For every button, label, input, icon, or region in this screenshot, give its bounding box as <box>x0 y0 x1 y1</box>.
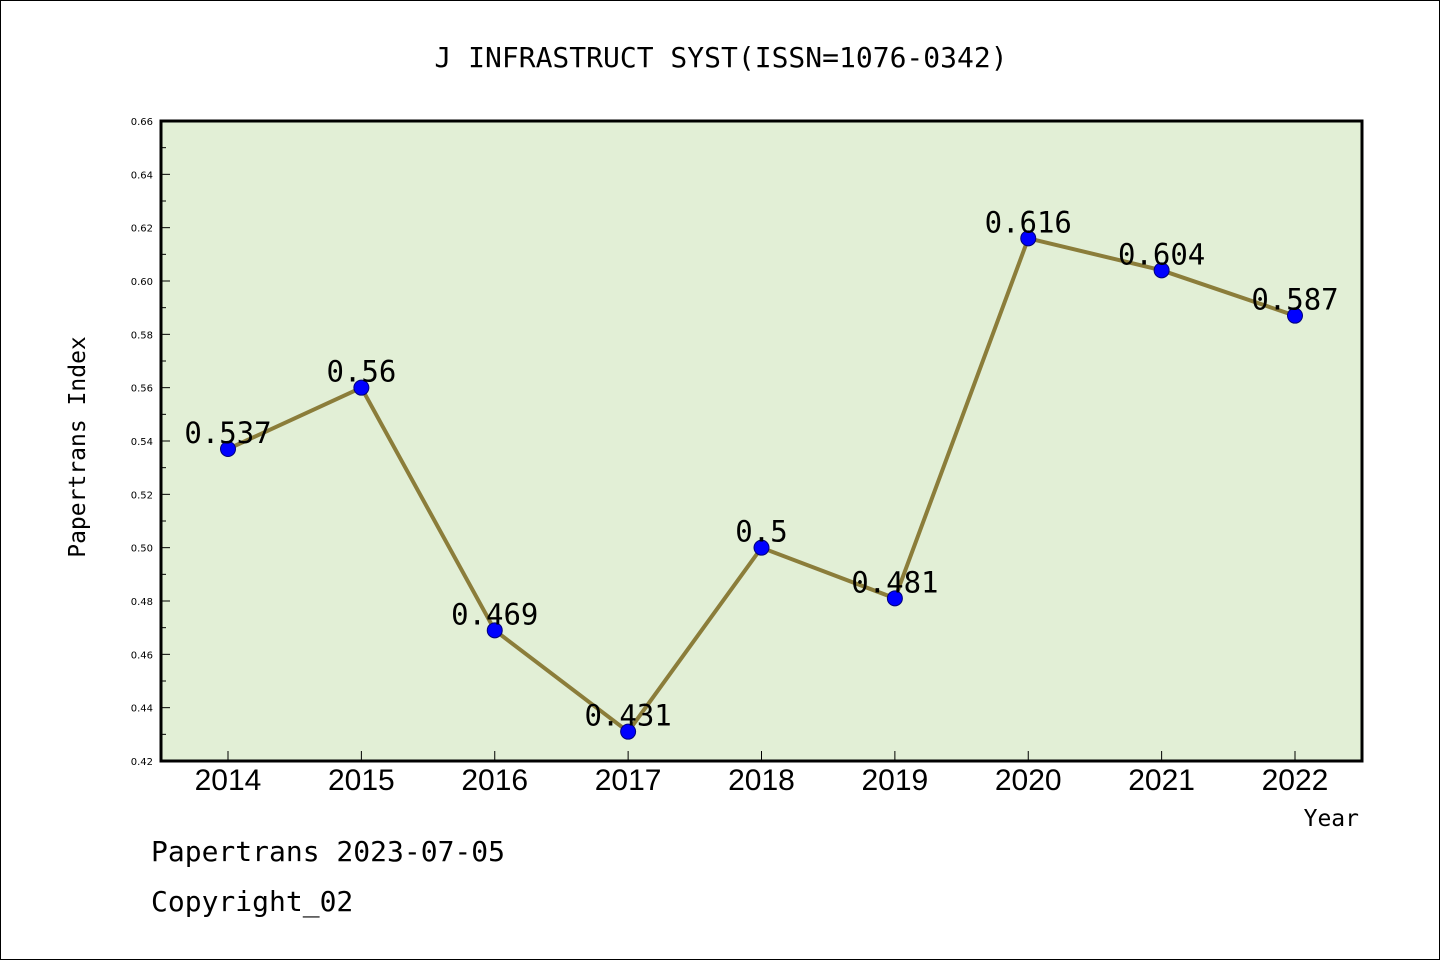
x-tick-label: 2015 <box>328 764 395 797</box>
data-label: 0.5 <box>735 515 787 549</box>
y-tick-label: 0.58 <box>131 330 153 341</box>
data-point <box>220 441 236 457</box>
y-tick-label: 0.52 <box>131 490 153 501</box>
plot-border <box>159 119 1364 763</box>
axis-ticks: 0.42 0.44 0.46 0.48 0.50 0.52 0.54 0.56 0.58 0.60… <box>131 117 1329 797</box>
y-tick-label: 0.50 <box>131 544 153 555</box>
data-label: 0.616 <box>985 205 1072 239</box>
data-label: 0.604 <box>1118 237 1205 271</box>
y-tick-label: 0.44 <box>131 704 153 715</box>
x-tick-label: 2018 <box>728 764 795 797</box>
x-tick-label: 2020 <box>995 764 1062 797</box>
y-tick-label: 0.46 <box>131 650 153 661</box>
x-tick-label: 2022 <box>1262 764 1329 797</box>
y-tick-label: 0.54 <box>131 437 153 448</box>
series-markers <box>220 230 1303 740</box>
x-tick-label: 2016 <box>461 764 528 797</box>
data-point <box>886 590 903 607</box>
data-point <box>753 539 770 556</box>
x-tick-label: 2021 <box>1128 764 1195 797</box>
y-tick-label: 0.60 <box>131 277 153 288</box>
data-labels: 0.537 0.56 0.469 0.431 0.5 0.481 0.616 0.604 0.5… <box>184 205 1338 732</box>
y-tick-label: 0.48 <box>131 597 153 608</box>
plot-area <box>161 121 1362 761</box>
footer-copyright: Copyright_02 <box>151 885 354 918</box>
y-tick-label: 0.66 <box>131 117 153 128</box>
data-label: 0.537 <box>184 416 271 450</box>
data-label: 0.469 <box>451 597 538 631</box>
data-label: 0.587 <box>1251 283 1338 317</box>
x-tick-label: 2014 <box>195 764 262 797</box>
data-point <box>620 723 637 740</box>
y-tick-label: 0.64 <box>131 170 153 181</box>
data-label: 0.56 <box>326 355 396 389</box>
data-point <box>1287 307 1303 324</box>
data-point <box>1020 230 1037 247</box>
y-tick-label: 0.62 <box>131 224 153 235</box>
y-tick-label: 0.42 <box>131 757 153 768</box>
data-point <box>486 622 503 639</box>
data-label: 0.431 <box>584 699 671 733</box>
data-point <box>1153 262 1170 279</box>
x-tick-label: 2017 <box>595 764 662 797</box>
footer-date: Papertrans 2023-07-05 <box>151 835 506 868</box>
chart-title: J INFRASTRUCT SYST(ISSN=1076-0342) <box>434 41 1007 74</box>
data-point <box>353 379 370 396</box>
x-axis-label: Year <box>1304 806 1359 832</box>
x-tick-label: 2019 <box>862 764 929 797</box>
y-tick-label: 0.56 <box>131 384 153 395</box>
data-label: 0.481 <box>851 565 938 599</box>
y-axis-label: Papertrans Index <box>65 336 91 558</box>
